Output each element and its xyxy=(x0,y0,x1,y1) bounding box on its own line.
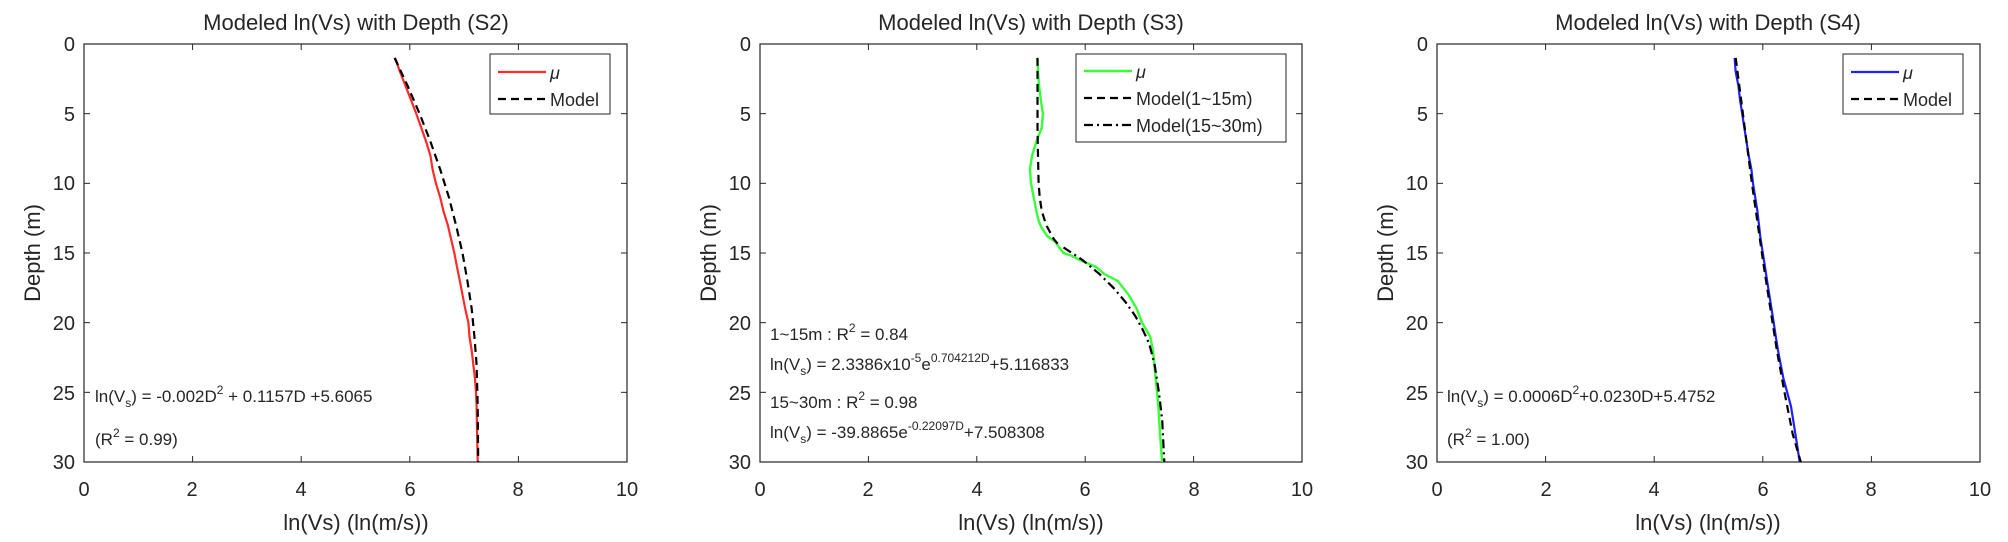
r-squared: (R2 = 1.00) xyxy=(1447,426,1530,449)
x-tick-label: 0 xyxy=(1431,479,1442,501)
annotations: 1~15m : R2 = 0.84 ln(Vs) = 2.3386x10-5e0… xyxy=(770,321,1069,446)
y-tick-label: 20 xyxy=(729,313,751,335)
y-axis-label: Depth (m) xyxy=(1373,204,1398,302)
series-group xyxy=(1028,57,1166,463)
series-group xyxy=(1733,57,1802,463)
x-ticks: 0 2 4 6 8 10 xyxy=(754,479,1313,501)
x-tick-label: 2 xyxy=(186,479,197,501)
legend-label: Model xyxy=(1903,90,1952,110)
y-tick-label: 0 xyxy=(740,34,751,56)
y-tick-label: 15 xyxy=(53,243,75,265)
legend-label: Model(15~30m) xyxy=(1136,116,1263,136)
chart-title: Modeled ln(Vs) with Depth (S4) xyxy=(1555,10,1861,35)
panel-s2: Modeled ln(Vs) with Depth (S2) 0 2 4 6 8… xyxy=(20,10,638,535)
x-tick-label: 0 xyxy=(754,479,765,501)
tick-marks xyxy=(83,43,1981,463)
x-tick-label: 4 xyxy=(295,479,306,501)
y-tick-label: 30 xyxy=(53,452,75,474)
annotations: ln(Vs) = 0.0006D2+0.0230D+5.4752 (R2 = 1… xyxy=(1447,383,1715,449)
equation: ln(Vs) = -0.002D2 + 0.1157D +5.6065 xyxy=(95,383,372,410)
chart-title: Modeled ln(Vs) with Depth (S3) xyxy=(878,10,1184,35)
x-tick-label: 10 xyxy=(616,479,638,501)
legend-box xyxy=(1842,53,1964,115)
x-tick-label: 2 xyxy=(862,479,873,501)
x-tick-label: 10 xyxy=(1969,479,1991,501)
y-tick-label: 0 xyxy=(1417,34,1428,56)
legend-label: μ xyxy=(1135,62,1146,82)
legend-label: μ xyxy=(1902,63,1913,83)
y-ticks: 0 5 10 15 20 25 30 xyxy=(1406,34,1428,474)
annotations: ln(Vs) = -0.002D2 + 0.1157D +5.6065 (R2 … xyxy=(95,383,372,449)
legend: μ Model xyxy=(1842,53,1964,115)
x-tick-label: 4 xyxy=(1648,479,1659,501)
y-tick-label: 15 xyxy=(1406,243,1428,265)
x-tick-label: 6 xyxy=(1757,479,1768,501)
x-axis-label: ln(Vs) (ln(m/s)) xyxy=(958,510,1103,535)
legend-label: Model(1~15m) xyxy=(1136,89,1253,109)
x-tick-label: 0 xyxy=(78,479,89,501)
y-ticks: 0 5 10 15 20 25 30 xyxy=(53,34,75,474)
legend: μ Model xyxy=(489,53,611,115)
x-tick-label: 4 xyxy=(971,479,982,501)
x-tick-label: 6 xyxy=(404,479,415,501)
equation: ln(Vs) = 0.0006D2+0.0230D+5.4752 xyxy=(1447,383,1715,410)
y-tick-label: 30 xyxy=(729,452,751,474)
series-model-15-30 xyxy=(1062,246,1166,463)
series-model xyxy=(393,57,480,463)
y-tick-label: 30 xyxy=(1406,452,1428,474)
x-tick-label: 8 xyxy=(1188,479,1199,501)
series-model-1-15 xyxy=(1036,57,1062,249)
equation: ln(Vs) = -39.8865e-0.22097D+7.508308 xyxy=(770,419,1045,446)
y-tick-label: 10 xyxy=(53,173,75,195)
y-tick-label: 5 xyxy=(64,104,75,126)
x-tick-label: 10 xyxy=(1291,479,1313,501)
equation: ln(Vs) = 2.3386x10-5e0.704212D+5.116833 xyxy=(770,351,1069,378)
x-tick-label: 6 xyxy=(1079,479,1090,501)
series-group xyxy=(393,57,480,463)
series-mu xyxy=(1028,57,1164,463)
y-tick-label: 10 xyxy=(729,173,751,195)
y-tick-label: 20 xyxy=(53,313,75,335)
y-tick-label: 25 xyxy=(729,383,751,405)
r-squared: 1~15m : R2 = 0.84 xyxy=(770,321,908,344)
series-model xyxy=(1734,57,1802,463)
y-tick-label: 5 xyxy=(740,104,751,126)
chart-title: Modeled ln(Vs) with Depth (S2) xyxy=(203,10,509,35)
x-tick-label: 8 xyxy=(512,479,523,501)
y-tick-label: 15 xyxy=(729,243,751,265)
y-tick-label: 20 xyxy=(1406,313,1428,335)
r-squared: 15~30m : R2 = 0.98 xyxy=(770,389,918,412)
y-tick-label: 25 xyxy=(1406,383,1428,405)
y-tick-label: 5 xyxy=(1417,104,1428,126)
y-axis-label: Depth (m) xyxy=(696,204,721,302)
y-tick-label: 10 xyxy=(1406,173,1428,195)
legend-label: μ xyxy=(549,63,560,83)
x-axis-label: ln(Vs) (ln(m/s)) xyxy=(283,510,428,535)
y-axis-label: Depth (m) xyxy=(20,204,45,302)
x-tick-label: 2 xyxy=(1540,479,1551,501)
legend-box xyxy=(489,53,611,115)
x-tick-label: 8 xyxy=(1865,479,1876,501)
panel-s4: Modeled ln(Vs) with Depth (S4) 0 2 4 6 8… xyxy=(1373,10,1991,535)
x-ticks: 0 2 4 6 8 10 xyxy=(1431,479,1991,501)
x-ticks: 0 2 4 6 8 10 xyxy=(78,479,638,501)
y-tick-label: 25 xyxy=(53,383,75,405)
r-squared: (R2 = 0.99) xyxy=(95,426,178,449)
legend-label: Model xyxy=(550,90,599,110)
y-tick-label: 0 xyxy=(64,34,75,56)
x-axis-label: ln(Vs) (ln(m/s)) xyxy=(1635,510,1780,535)
panel-s3: Modeled ln(Vs) with Depth (S3) 0 2 4 6 8… xyxy=(696,10,1313,535)
series-mu xyxy=(394,57,479,463)
y-ticks: 0 5 10 15 20 25 30 xyxy=(729,34,751,474)
legend: μ Model(1~15m) Model(15~30m) xyxy=(1075,53,1287,143)
series-mu xyxy=(1733,57,1801,463)
